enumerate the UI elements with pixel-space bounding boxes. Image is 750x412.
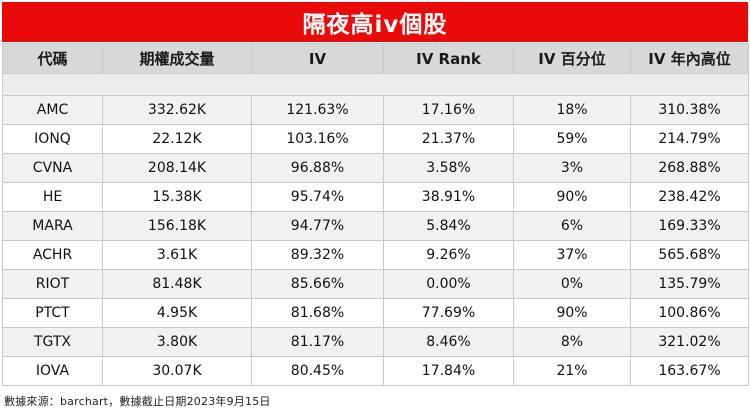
- cell-iv-percentile: 59%: [513, 124, 631, 154]
- table-row: HE 15.38K 95.74% 38.91% 90% 238.42%: [2, 182, 749, 212]
- cell-iv-year-high: 135.79%: [630, 269, 749, 299]
- cell-iv-rank: 0.00%: [383, 269, 514, 299]
- cell-iv: 103.16%: [251, 124, 384, 154]
- cell-option-volume: 4.95K: [102, 298, 252, 328]
- table-row: CVNA 208.14K 96.88% 3.58% 3% 268.88%: [2, 153, 749, 183]
- cell-option-volume: 3.61K: [102, 240, 252, 270]
- cell-iv: 85.66%: [251, 269, 384, 299]
- table-row: PTCT 4.95K 81.68% 77.69% 90% 100.86%: [2, 298, 749, 328]
- cell-iv-rank: 17.84%: [383, 356, 514, 386]
- cell-iv: 81.68%: [251, 298, 384, 328]
- iv-stock-table: 代碼 期權成交量 IV IV Rank IV 百分位 IV 年內高位 AMC 33…: [2, 43, 749, 386]
- table-row: IONQ 22.12K 103.16% 21.37% 59% 214.79%: [2, 124, 749, 154]
- cell-iv-year-high: 310.38%: [630, 95, 749, 125]
- cell-iv-year-high: 163.67%: [630, 356, 749, 386]
- cell-iv-year-high: 169.33%: [630, 211, 749, 241]
- header-iv-year-high: IV 年內高位: [630, 43, 749, 74]
- cell-ticker: AMC: [2, 95, 103, 125]
- cell-iv-year-high: 268.88%: [630, 153, 749, 183]
- cell-iv-rank: 77.69%: [383, 298, 514, 328]
- cell-iv-rank: 5.84%: [383, 211, 514, 241]
- header-option-volume: 期權成交量: [102, 43, 252, 74]
- header-ticker: 代碼: [2, 43, 103, 74]
- cell-iv-rank: 3.58%: [383, 153, 514, 183]
- cell-iv-year-high: 100.86%: [630, 298, 749, 328]
- cell-iv-percentile: 6%: [513, 211, 631, 241]
- cell-ticker: IONQ: [2, 124, 103, 154]
- cell-option-volume: 208.14K: [102, 153, 252, 183]
- title-bar: 隔夜高iv個股: [2, 2, 748, 42]
- cell-iv: 89.32%: [251, 240, 384, 270]
- cell-iv-rank: 38.91%: [383, 182, 514, 212]
- header-spacer-row: [2, 73, 749, 96]
- cell-ticker: RIOT: [2, 269, 103, 299]
- header-iv: IV: [251, 43, 384, 74]
- table-row: IOVA 30.07K 80.45% 17.84% 21% 163.67%: [2, 356, 749, 386]
- cell-iv-rank: 17.16%: [383, 95, 514, 125]
- table-row: RIOT 81.48K 85.66% 0.00% 0% 135.79%: [2, 269, 749, 299]
- cell-option-volume: 22.12K: [102, 124, 252, 154]
- cell-option-volume: 30.07K: [102, 356, 252, 386]
- source-footnote: 數據來源：barchart，數據截止日期2023年9月15日: [4, 395, 271, 408]
- cell-iv-percentile: 90%: [513, 182, 631, 212]
- cell-iv-year-high: 214.79%: [630, 124, 749, 154]
- cell-iv: 95.74%: [251, 182, 384, 212]
- header-iv-rank: IV Rank: [383, 43, 514, 74]
- cell-iv-percentile: 90%: [513, 298, 631, 328]
- cell-iv: 94.77%: [251, 211, 384, 241]
- cell-ticker: MARA: [2, 211, 103, 241]
- cell-iv-year-high: 565.68%: [630, 240, 749, 270]
- cell-option-volume: 15.38K: [102, 182, 252, 212]
- table-row: MARA 156.18K 94.77% 5.84% 6% 169.33%: [2, 211, 749, 241]
- cell-iv-rank: 8.46%: [383, 327, 514, 357]
- header-iv-percentile: IV 百分位: [513, 43, 631, 74]
- cell-ticker: PTCT: [2, 298, 103, 328]
- cell-ticker: HE: [2, 182, 103, 212]
- page-title: 隔夜高iv個股: [302, 12, 448, 38]
- spacer-cell: [2, 73, 749, 96]
- cell-iv-percentile: 18%: [513, 95, 631, 125]
- cell-iv: 96.88%: [251, 153, 384, 183]
- cell-option-volume: 81.48K: [102, 269, 252, 299]
- cell-ticker: TGTX: [2, 327, 103, 357]
- cell-option-volume: 156.18K: [102, 211, 252, 241]
- cell-ticker: ACHR: [2, 240, 103, 270]
- cell-iv-year-high: 238.42%: [630, 182, 749, 212]
- cell-iv-percentile: 0%: [513, 269, 631, 299]
- cell-option-volume: 3.80K: [102, 327, 252, 357]
- cell-iv: 121.63%: [251, 95, 384, 125]
- cell-iv-rank: 9.26%: [383, 240, 514, 270]
- cell-ticker: CVNA: [2, 153, 103, 183]
- cell-iv-percentile: 21%: [513, 356, 631, 386]
- cell-ticker: IOVA: [2, 356, 103, 386]
- cell-iv: 80.45%: [251, 356, 384, 386]
- cell-option-volume: 332.62K: [102, 95, 252, 125]
- table-header-row: 代碼 期權成交量 IV IV Rank IV 百分位 IV 年內高位: [2, 43, 749, 74]
- cell-iv: 81.17%: [251, 327, 384, 357]
- table-row: TGTX 3.80K 81.17% 8.46% 8% 321.02%: [2, 327, 749, 357]
- cell-iv-rank: 21.37%: [383, 124, 514, 154]
- cell-iv-year-high: 321.02%: [630, 327, 749, 357]
- cell-iv-percentile: 37%: [513, 240, 631, 270]
- table-body: AMC 332.62K 121.63% 17.16% 18% 310.38% IONQ 22.…: [2, 73, 749, 386]
- table-row: AMC 332.62K 121.63% 17.16% 18% 310.38%: [2, 95, 749, 125]
- table-row: ACHR 3.61K 89.32% 9.26% 37% 565.68%: [2, 240, 749, 270]
- cell-iv-percentile: 3%: [513, 153, 631, 183]
- cell-iv-percentile: 8%: [513, 327, 631, 357]
